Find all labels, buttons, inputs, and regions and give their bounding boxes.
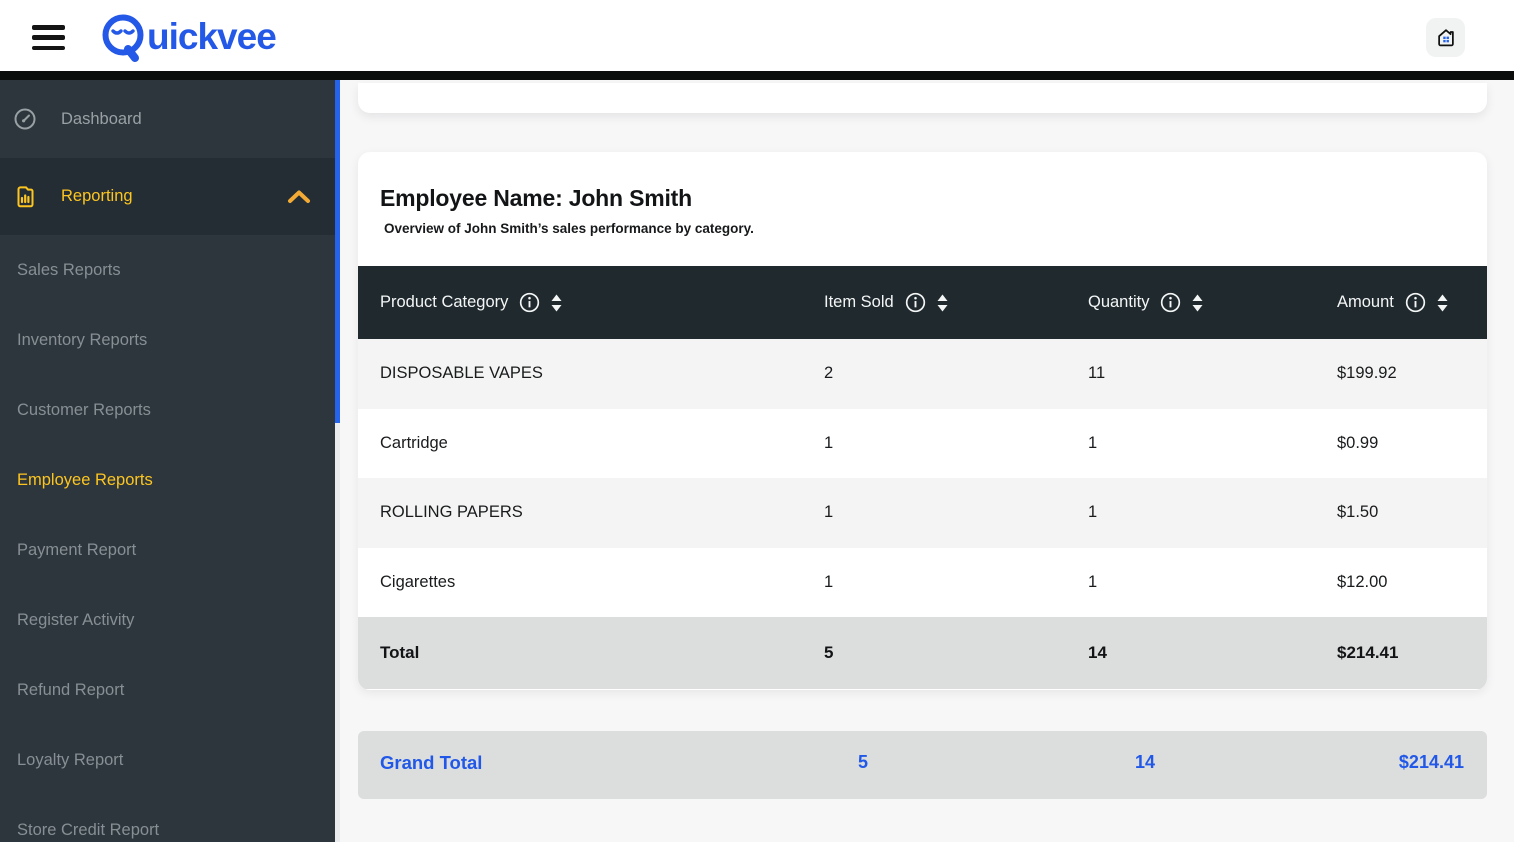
- column-label: Product Category: [380, 293, 508, 312]
- grand-total-bar: Grand Total 5 14 $214.41: [358, 731, 1487, 799]
- grand-total-item-sold: 5: [858, 752, 868, 773]
- brand-wordmark: uickvee: [147, 16, 276, 58]
- store-button[interactable]: [1426, 18, 1465, 57]
- column-label: Amount: [1337, 293, 1394, 312]
- submenu-label: Loyalty Report: [17, 751, 123, 770]
- report-document-icon: [13, 185, 37, 209]
- info-icon[interactable]: [1405, 292, 1426, 313]
- sidebar-item-loyalty-report[interactable]: Loyalty Report: [0, 725, 335, 795]
- table-total-row: Total 5 14 $214.41: [358, 617, 1487, 689]
- cell-quantity: 1: [1088, 573, 1337, 592]
- sort-icon[interactable]: [1437, 294, 1448, 312]
- cell-product-category: Cigarettes: [380, 573, 824, 592]
- sidebar-item-label: Reporting: [61, 187, 287, 206]
- sidebar-item-refund-report[interactable]: Refund Report: [0, 655, 335, 725]
- table-header-row: Product Category Item Sold: [358, 266, 1487, 339]
- total-item-sold: 5: [824, 643, 1088, 663]
- gauge-icon: [13, 107, 37, 131]
- cell-product-category: DISPOSABLE VAPES: [380, 364, 824, 383]
- submenu-label: Register Activity: [17, 611, 134, 630]
- total-quantity: 14: [1088, 643, 1337, 663]
- sidebar-item-inventory-reports[interactable]: Inventory Reports: [0, 305, 335, 375]
- menu-hamburger-icon[interactable]: [32, 25, 65, 50]
- reporting-submenu: Sales Reports Inventory Reports Customer…: [0, 235, 335, 842]
- header-divider: [0, 71, 1514, 80]
- cell-amount: $199.92: [1337, 364, 1465, 383]
- sidebar-item-sales-reports[interactable]: Sales Reports: [0, 235, 335, 305]
- sidebar-item-store-credit-report[interactable]: Store Credit Report: [0, 795, 335, 842]
- report-subtitle: Overview of John Smith’s sales performan…: [384, 221, 1487, 236]
- cell-quantity: 11: [1088, 364, 1337, 383]
- table-row: Cartridge 1 1 $0.99: [358, 409, 1487, 479]
- cell-amount: $12.00: [1337, 573, 1465, 592]
- grand-total-label: Grand Total: [380, 752, 482, 774]
- cell-item-sold: 1: [824, 434, 1088, 453]
- table-row: ROLLING PAPERS 1 1 $1.50: [358, 478, 1487, 548]
- sales-table: Product Category Item Sold: [358, 266, 1487, 689]
- cell-amount: $1.50: [1337, 503, 1465, 522]
- sort-icon[interactable]: [937, 294, 948, 312]
- sidebar-item-employee-reports[interactable]: Employee Reports: [0, 445, 335, 515]
- info-icon[interactable]: [519, 292, 540, 313]
- cell-item-sold: 1: [824, 503, 1088, 522]
- app-window: uickvee Dashboard: [0, 0, 1514, 842]
- store-home-icon: [1435, 27, 1457, 49]
- column-header-amount[interactable]: Amount: [1337, 292, 1465, 313]
- table-row: Cigarettes 1 1 $12.00: [358, 548, 1487, 618]
- column-label: Quantity: [1088, 293, 1149, 312]
- total-label: Total: [380, 643, 824, 663]
- sidebar-item-register-activity[interactable]: Register Activity: [0, 585, 335, 655]
- submenu-label: Payment Report: [17, 541, 136, 560]
- sort-icon[interactable]: [551, 294, 562, 312]
- column-header-product-category[interactable]: Product Category: [380, 292, 824, 313]
- submenu-label: Refund Report: [17, 681, 124, 700]
- submenu-label: Sales Reports: [17, 261, 121, 280]
- info-icon[interactable]: [1160, 292, 1181, 313]
- submenu-label: Employee Reports: [17, 471, 153, 490]
- chevron-up-icon: [287, 189, 311, 204]
- sidebar: Dashboard Reporting Sales Reports Invent…: [0, 80, 335, 842]
- table-row: DISPOSABLE VAPES 2 11 $199.92: [358, 339, 1487, 409]
- cell-quantity: 1: [1088, 503, 1337, 522]
- cell-item-sold: 1: [824, 573, 1088, 592]
- cell-amount: $0.99: [1337, 434, 1465, 453]
- cell-quantity: 1: [1088, 434, 1337, 453]
- employee-report-card: Employee Name: John Smith Overview of Jo…: [358, 152, 1487, 690]
- sidebar-item-customer-reports[interactable]: Customer Reports: [0, 375, 335, 445]
- grand-total-quantity: 14: [1135, 752, 1155, 773]
- submenu-label: Store Credit Report: [17, 821, 159, 840]
- column-header-quantity[interactable]: Quantity: [1088, 292, 1337, 313]
- sidebar-item-label: Dashboard: [61, 110, 142, 129]
- sidebar-item-payment-report[interactable]: Payment Report: [0, 515, 335, 585]
- scrolled-card-bottom: [358, 83, 1487, 113]
- submenu-label: Customer Reports: [17, 401, 151, 420]
- sort-icon[interactable]: [1192, 294, 1203, 312]
- cell-product-category: Cartridge: [380, 434, 824, 453]
- quickvee-logo[interactable]: uickvee: [99, 12, 276, 62]
- submenu-label: Inventory Reports: [17, 331, 147, 350]
- report-title: Employee Name: John Smith: [380, 185, 1487, 212]
- main-content: Employee Name: John Smith Overview of Jo…: [340, 80, 1514, 842]
- magnifier-q-icon: [99, 11, 151, 63]
- cell-product-category: ROLLING PAPERS: [380, 503, 824, 522]
- top-header: uickvee: [0, 0, 1514, 71]
- total-amount: $214.41: [1337, 643, 1465, 663]
- info-icon[interactable]: [905, 292, 926, 313]
- sidebar-item-dashboard[interactable]: Dashboard: [0, 80, 335, 158]
- cell-item-sold: 2: [824, 364, 1088, 383]
- column-header-item-sold[interactable]: Item Sold: [824, 292, 1088, 313]
- sidebar-item-reporting[interactable]: Reporting: [0, 158, 335, 235]
- column-label: Item Sold: [824, 293, 894, 312]
- grand-total-amount: $214.41: [1399, 752, 1464, 773]
